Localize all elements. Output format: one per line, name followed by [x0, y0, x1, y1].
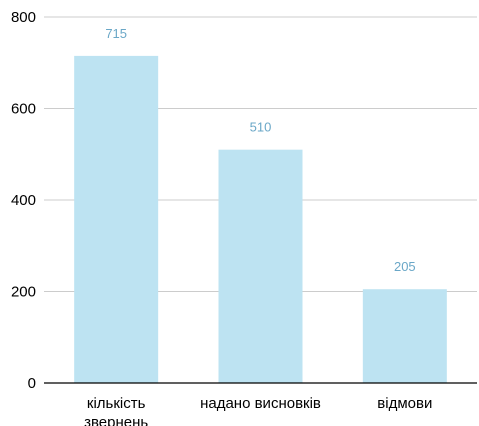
- y-tick-label: 0: [28, 375, 36, 392]
- x-tick-label: кількість: [87, 395, 146, 412]
- data-label: 205: [394, 259, 416, 274]
- data-label: 715: [105, 26, 127, 41]
- x-tick-label: відмови: [377, 395, 432, 412]
- x-tick-label: надано висновків: [200, 395, 321, 412]
- y-tick-label: 600: [11, 101, 36, 118]
- x-tick-label: звернень: [84, 414, 148, 426]
- y-tick-label: 800: [11, 9, 36, 26]
- bar: [218, 149, 303, 383]
- data-label: 510: [250, 120, 272, 135]
- bar: [362, 289, 447, 383]
- bar: [74, 55, 159, 383]
- y-tick-label: 400: [11, 192, 36, 209]
- y-tick-label: 200: [11, 284, 36, 301]
